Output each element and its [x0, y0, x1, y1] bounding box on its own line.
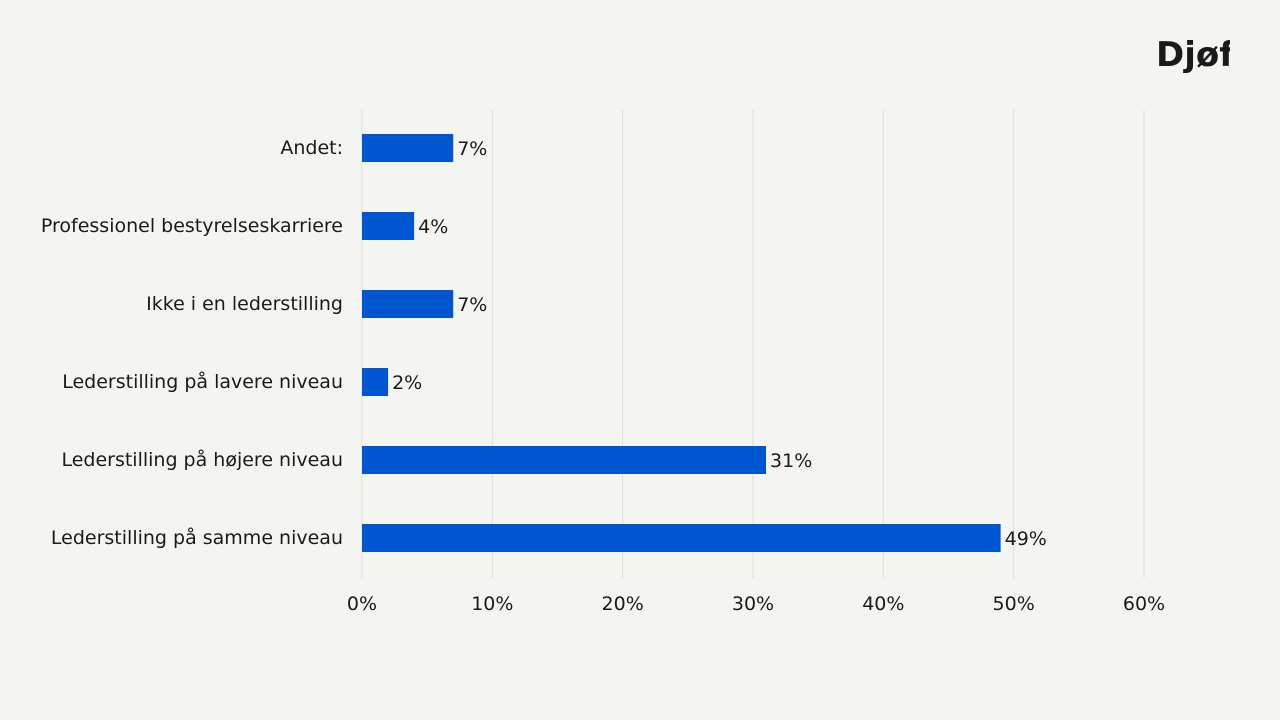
- gridlines: [361, 110, 1145, 578]
- category-label: Lederstilling på lavere niveau: [62, 370, 343, 393]
- djof-logo-wordmark: Djøf: [1156, 35, 1235, 75]
- bar: [362, 290, 454, 318]
- x-tick-label: 30%: [732, 593, 774, 615]
- bar: [362, 524, 1001, 552]
- category-label: Ikke i en lederstilling: [146, 293, 343, 315]
- data-labels: 7% 4% 7% 2% 31% 49%: [392, 138, 1047, 550]
- category-label: Lederstilling på samme niveau: [51, 526, 343, 549]
- x-tick-label: 60%: [1123, 593, 1165, 615]
- bar: [362, 368, 389, 396]
- bars: [362, 134, 1001, 552]
- data-label: 4%: [418, 216, 448, 238]
- djof-logo: Djøf: [1150, 28, 1235, 80]
- category-labels: Andet: Professionel bestyrelseskarriere Ik…: [41, 137, 343, 549]
- bar: [362, 212, 415, 240]
- bar: [362, 134, 454, 162]
- category-label: Andet:: [280, 137, 343, 159]
- category-label: Lederstilling på højere niveau: [61, 448, 343, 471]
- data-label: 49%: [1005, 528, 1047, 550]
- x-tick-label: 50%: [993, 593, 1035, 615]
- data-label: 31%: [770, 450, 812, 472]
- x-tick-label: 40%: [862, 593, 904, 615]
- category-label: Professionel bestyrelseskarriere: [41, 215, 343, 237]
- x-tick-label: 10%: [471, 593, 513, 615]
- x-tick-label: 0%: [347, 593, 377, 615]
- data-label: 7%: [457, 294, 487, 316]
- bar: [362, 446, 767, 474]
- logo-text: Djøf: [1156, 35, 1230, 75]
- data-label: 7%: [457, 138, 487, 160]
- x-tick-label: 20%: [602, 593, 644, 615]
- data-label: 2%: [392, 372, 422, 394]
- x-axis-tick-labels: 0% 10% 20% 30% 40% 50% 60%: [347, 593, 1165, 615]
